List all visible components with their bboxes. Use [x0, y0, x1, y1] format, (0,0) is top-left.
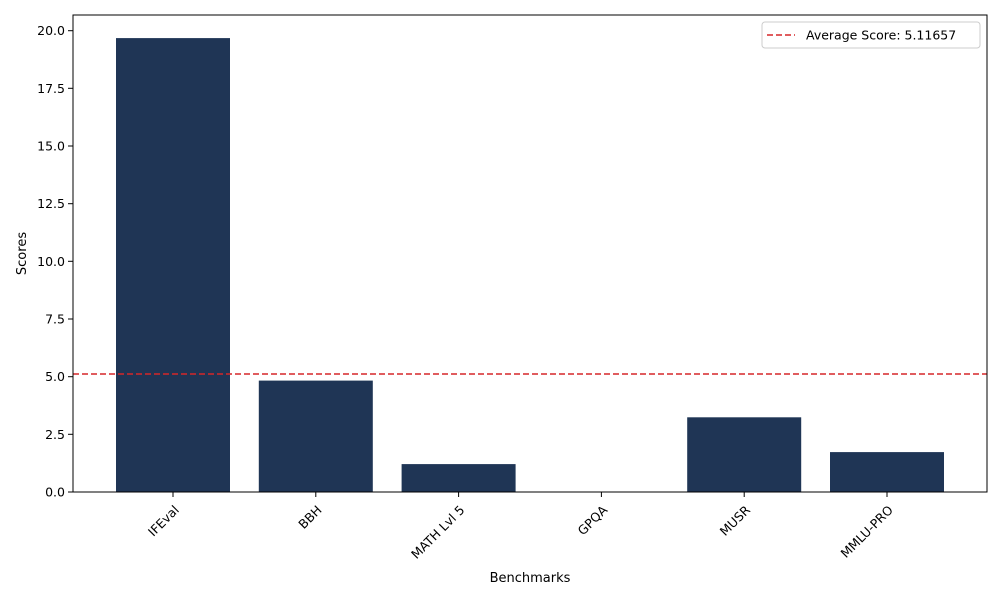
- y-tick-label: 7.5: [45, 312, 65, 327]
- y-tick-label: 12.5: [37, 196, 65, 211]
- bars: [116, 38, 944, 492]
- y-axis-label: Scores: [15, 232, 30, 275]
- y-axis: 0.0 2.5 5.0 7.5 10.0 12.5 15.0 17.5 20.0: [37, 23, 73, 500]
- y-tick-label: 20.0: [37, 23, 65, 38]
- plot-frame: [72, 14, 988, 493]
- bar-musr: [687, 417, 802, 492]
- y-tick-label: 17.5: [37, 81, 65, 96]
- y-tick-label: 0.0: [45, 485, 65, 500]
- bar-mmlu-pro: [830, 452, 944, 492]
- bar-math-lvl-5: [401, 464, 516, 492]
- y-tick-label: 10.0: [37, 254, 65, 269]
- legend-label: Average Score: 5.11657: [806, 28, 956, 43]
- x-axis-label: Benchmarks: [490, 571, 571, 586]
- legend-box: [761, 21, 981, 49]
- y-tick-label: 2.5: [45, 427, 65, 442]
- bar-bbh: [258, 380, 373, 492]
- y-tick-label: 5.0: [45, 369, 65, 384]
- y-tick-label: 15.0: [37, 139, 65, 154]
- legend: Average Score: 5.11657: [761, 21, 981, 49]
- bar-ifeval: [116, 38, 230, 492]
